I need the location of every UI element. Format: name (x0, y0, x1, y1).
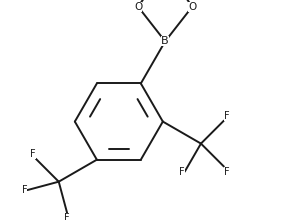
Text: O: O (188, 2, 196, 12)
Text: F: F (64, 213, 70, 220)
Text: F: F (224, 111, 229, 121)
Text: F: F (224, 167, 229, 176)
Text: F: F (30, 149, 36, 159)
Text: B: B (161, 36, 169, 46)
Text: O: O (134, 2, 142, 12)
Text: F: F (22, 185, 28, 195)
Text: F: F (179, 167, 185, 177)
